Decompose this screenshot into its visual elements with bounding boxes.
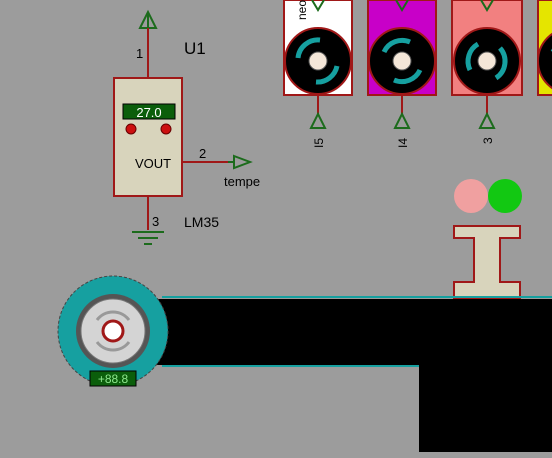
motor-hub [308, 51, 328, 71]
belt-surface [150, 299, 552, 365]
belt-end-block [419, 365, 552, 452]
sensor-body [113, 77, 183, 197]
indicator-tower[interactable] [453, 179, 522, 299]
motor-terminal-icon [393, 111, 411, 129]
conveyor-motor[interactable]: +88.8 [57, 275, 169, 387]
net-label: tempe [224, 174, 260, 189]
motor-hub [392, 51, 412, 71]
increase-button[interactable] [160, 123, 172, 135]
motor-center-ring [101, 319, 125, 343]
motor-i5[interactable]: neo I5 [283, 0, 353, 148]
motor-top-label: neo [295, 0, 309, 20]
rotor-arcs-icon [295, 37, 340, 85]
motor-readout-value: +88.8 [98, 372, 129, 386]
part-name: LM35 [184, 214, 219, 230]
motor-hub [477, 51, 497, 71]
motor-pin-label: I5 [312, 138, 326, 148]
rotor-arcs-icon [465, 41, 508, 81]
motor-readout-box [89, 370, 137, 387]
motor-pin-label: I4 [396, 138, 410, 148]
motor-top-arrow-icon [480, 0, 494, 12]
motor-pin-label: 3 [481, 137, 495, 144]
motor-terminal-icon [478, 111, 496, 129]
motor-clipped[interactable] [537, 0, 552, 96]
rotor-arcs-icon [381, 37, 423, 85]
motor-i4[interactable]: I4 [367, 0, 437, 148]
tower-stand [453, 225, 521, 299]
motor-rim [537, 32, 552, 90]
motor-top-arrow-icon [311, 0, 325, 12]
vout-label: VOUT [135, 156, 171, 171]
motor-terminal-icon [309, 111, 327, 129]
conveyor-belt [150, 296, 552, 452]
green-indicator-light [488, 179, 522, 213]
ground-icon [132, 231, 164, 245]
net-terminal-icon [233, 154, 253, 170]
motor-3[interactable]: 3 [451, 0, 523, 144]
motor-top-arrow-icon [395, 0, 409, 12]
pin2-number: 2 [199, 146, 206, 161]
sensor-lcd-value: 27.0 [136, 105, 161, 120]
red-indicator-light [454, 179, 488, 213]
sensor-lcd [122, 103, 176, 120]
lm35-sensor[interactable]: 1 U1 27.0 VOUT 2 tempe 3 LM35 [113, 9, 260, 245]
pin1-number: 1 [136, 46, 143, 61]
pin3-number: 3 [152, 214, 159, 229]
rotor-marks-icon [95, 310, 131, 352]
decrease-button[interactable] [125, 123, 137, 135]
component-ref: U1 [184, 39, 206, 58]
